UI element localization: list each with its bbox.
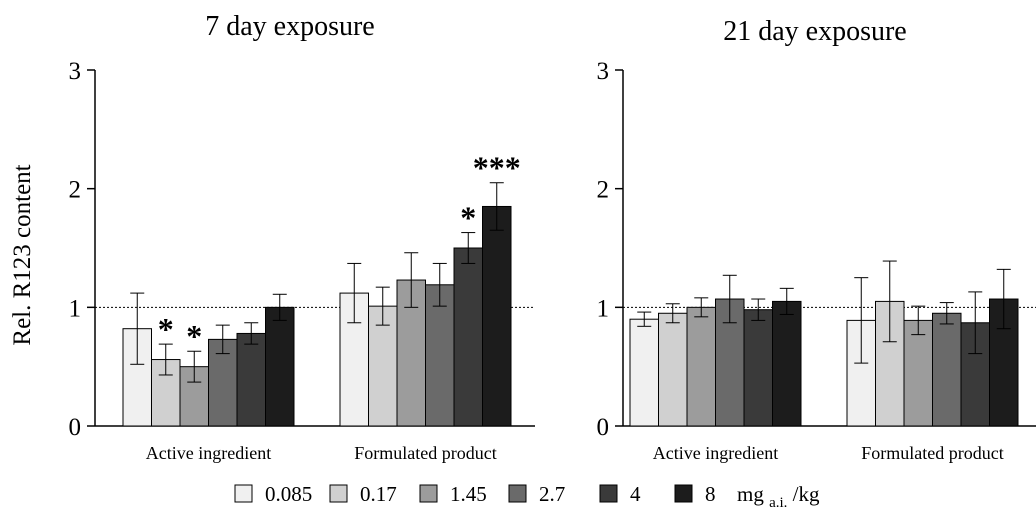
legend-unit: mg a.i. /kg [737,482,820,509]
bar [482,205,512,427]
legend-swatch [419,484,438,503]
bar [236,332,266,427]
panel-1-plot: 0 1 2 3 Active ingredient Formulated product *… [69,58,535,463]
bar [743,309,773,427]
y-tick-label: 0 [69,414,82,441]
y-tick-label: 0 [597,414,610,441]
panel-2-title: 21 day exposure [723,16,907,47]
legend-swatch [599,484,618,503]
bar [658,312,688,427]
bar [265,306,295,427]
bar [932,312,962,427]
bar [686,306,716,427]
panel-1-title: 7 day exposure [205,11,375,42]
legend-label: 4 [630,482,641,506]
y-tick-label: 1 [69,295,82,322]
legend-label: 2.7 [539,482,565,506]
y-tick-label: 2 [597,177,610,204]
category-label: Active ingredient [653,443,778,463]
legend-label: 0.085 [265,482,312,506]
legend-unit-sub: a.i. [769,495,787,509]
bar [772,300,802,427]
panel-2-plot: 0 1 2 3 Active ingredient Formulated product [597,58,1036,463]
y-tick-label: 3 [597,58,610,85]
bar [629,318,659,427]
legend-swatch [508,484,527,503]
bar [453,247,483,427]
legend-swatch [234,484,253,503]
category-label: Active ingredient [146,443,271,463]
y-axis-label: Rel. R123 content [9,164,36,345]
legend-swatch [329,484,348,503]
legend-label: 8 [705,482,716,506]
significance-marker: * [460,200,476,236]
legend-swatch [674,484,693,503]
significance-marker: * [186,318,202,354]
bar [368,305,398,427]
y-tick-label: 3 [69,58,82,85]
legend-label: 0.17 [360,482,397,506]
significance-marker: * [158,311,174,347]
category-label: Formulated product [354,443,496,463]
legend-unit-tail: /kg [787,482,820,506]
bar [425,284,455,427]
legend: 0.085 0.17 1.45 2.7 4 8 mg a.i. /kg [234,482,820,509]
significance-marker: *** [473,150,521,186]
legend-label: 1.45 [450,482,487,506]
category-label: Formulated product [861,443,1003,463]
bar [903,319,933,427]
y-tick-label: 2 [69,177,82,204]
y-tick-label: 1 [597,295,610,322]
